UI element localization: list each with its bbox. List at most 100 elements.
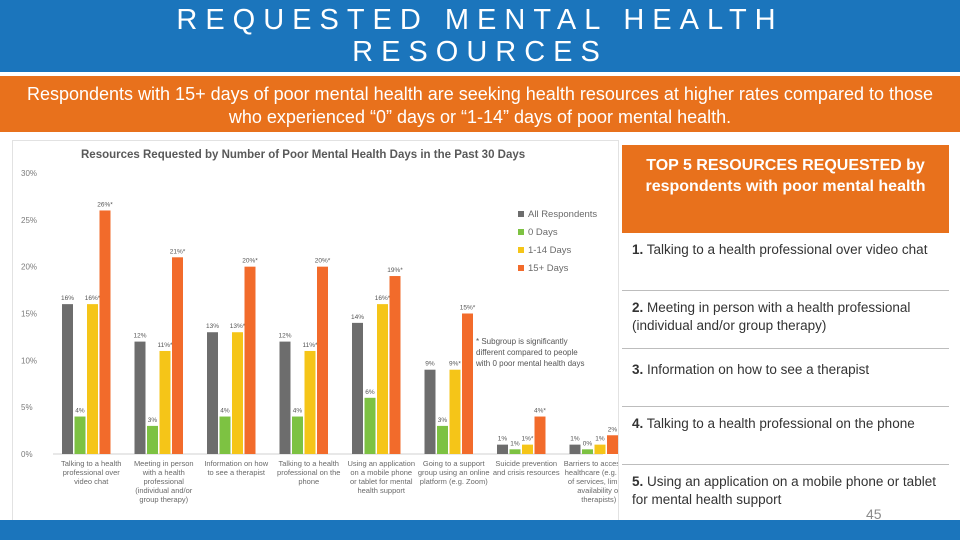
annotation-text: with 0 poor mental health days xyxy=(475,359,585,368)
x-tick-label: healthcare (e.g. cost xyxy=(565,468,618,477)
bar xyxy=(159,350,171,454)
x-tick-label: Meeting in person xyxy=(134,459,194,468)
y-tick-label: 30% xyxy=(21,169,37,178)
bar xyxy=(497,444,508,454)
data-label: 0% xyxy=(583,440,593,447)
data-label: 14% xyxy=(351,314,364,321)
x-tick-label: Going to a support xyxy=(423,459,486,468)
data-label: 9%* xyxy=(449,361,461,368)
bar xyxy=(219,416,231,454)
data-label: 12% xyxy=(278,333,291,340)
data-label: 12% xyxy=(133,333,146,340)
bar xyxy=(437,425,448,454)
x-tick-label: group using an online xyxy=(418,468,490,477)
data-label: 9% xyxy=(425,361,435,368)
data-label: 4% xyxy=(220,408,230,415)
item-number: 4. xyxy=(632,416,644,431)
bar xyxy=(244,266,256,454)
data-label: 6% xyxy=(365,389,375,396)
x-tick-label: Using an application xyxy=(347,459,415,468)
x-tick-label: Suicide prevention xyxy=(495,459,557,468)
data-label: 3% xyxy=(438,417,448,424)
item-number: 5. xyxy=(632,474,644,489)
top-resources-header: TOP 5 RESOURCES REQUESTED by respondents… xyxy=(622,145,949,233)
data-label: 11%* xyxy=(157,342,173,349)
data-label: 13%* xyxy=(230,323,246,330)
x-tick-label: professional on the xyxy=(277,468,340,477)
bar xyxy=(99,210,111,454)
data-label: 20%* xyxy=(242,258,258,265)
data-label: 15%* xyxy=(460,305,476,312)
y-tick-label: 10% xyxy=(21,356,37,365)
bar xyxy=(569,444,581,454)
annotation-text: * Subgroup is significantly xyxy=(476,337,568,346)
legend-label: 15+ Days xyxy=(528,263,569,274)
data-label: 16% xyxy=(61,295,74,302)
item-number: 1. xyxy=(632,242,644,257)
data-label: 26%* xyxy=(97,201,113,208)
data-label: 1% xyxy=(570,436,580,443)
bar xyxy=(62,304,73,454)
data-label: 1% xyxy=(498,436,508,443)
x-tick-label: video chat xyxy=(74,477,109,486)
data-label: 4%* xyxy=(534,408,546,415)
data-label: 4% xyxy=(293,408,303,415)
y-tick-label: 15% xyxy=(21,310,37,319)
data-label: 11%* xyxy=(302,342,318,349)
x-tick-label: professional over xyxy=(63,468,121,477)
x-tick-label: Talking to a health xyxy=(61,459,121,468)
bar xyxy=(509,449,521,454)
data-label: 20%* xyxy=(315,258,331,265)
x-tick-label: and crisis resources xyxy=(493,468,560,477)
bar xyxy=(317,266,328,454)
top-resource-item-3: 3. Information on how to see a therapist xyxy=(622,349,949,407)
bar xyxy=(279,341,291,454)
slide-subtitle: Respondents with 15+ days of poor mental… xyxy=(26,84,934,127)
bar xyxy=(377,304,388,454)
top-resource-item-5: 5. Using an application on a mobile phon… xyxy=(622,465,949,519)
bar xyxy=(424,369,436,454)
x-tick-label: Information on how xyxy=(204,459,268,468)
item-text: Talking to a health professional over vi… xyxy=(643,242,928,257)
title-bar xyxy=(0,0,960,72)
x-tick-label: or tablet for mental xyxy=(350,477,413,486)
top-resource-item-1: 1. Talking to a health professional over… xyxy=(622,233,949,291)
bar xyxy=(207,332,218,454)
data-label: 13% xyxy=(206,323,219,330)
x-tick-label: to see a therapist xyxy=(207,468,265,477)
bar xyxy=(232,332,243,454)
x-tick-label: phone xyxy=(298,477,319,486)
x-tick-label: of services, limited xyxy=(568,477,618,486)
top-resources-panel: TOP 5 RESOURCES REQUESTED by respondents… xyxy=(622,145,949,519)
top-resource-item-4: 4. Talking to a health professional on t… xyxy=(622,407,949,465)
bar-chart: Resources Requested by Number of Poor Me… xyxy=(21,149,618,504)
bar xyxy=(582,449,593,454)
footer-bar xyxy=(0,520,960,540)
item-number: 3. xyxy=(632,362,644,377)
legend-label: 0 Days xyxy=(528,227,558,238)
x-tick-label: health support xyxy=(357,486,405,495)
chart-title: Resources Requested by Number of Poor Me… xyxy=(81,149,525,161)
x-tick-label: therapists) xyxy=(581,495,617,504)
page-number: 45 xyxy=(866,506,882,522)
bar xyxy=(74,416,86,454)
legend-swatch xyxy=(518,247,524,253)
data-label: 2% xyxy=(608,426,618,433)
bar xyxy=(607,435,618,454)
bar xyxy=(594,444,606,454)
bar xyxy=(352,322,363,454)
bar xyxy=(304,350,316,454)
chart-panel: Resources Requested by Number of Poor Me… xyxy=(12,140,619,522)
bar xyxy=(134,341,146,454)
annotation-text: different compared to people xyxy=(476,348,578,357)
legend-swatch xyxy=(518,211,524,217)
legend-swatch xyxy=(518,265,524,271)
x-tick-label: (individual and/or xyxy=(135,486,193,495)
x-tick-label: availability of xyxy=(577,486,618,495)
bar xyxy=(449,369,461,454)
item-text: Using an application on a mobile phone o… xyxy=(632,474,936,507)
item-text: Information on how to see a therapist xyxy=(643,362,870,377)
bar xyxy=(462,313,473,454)
bar xyxy=(172,257,183,454)
subtitle-band xyxy=(0,76,960,132)
